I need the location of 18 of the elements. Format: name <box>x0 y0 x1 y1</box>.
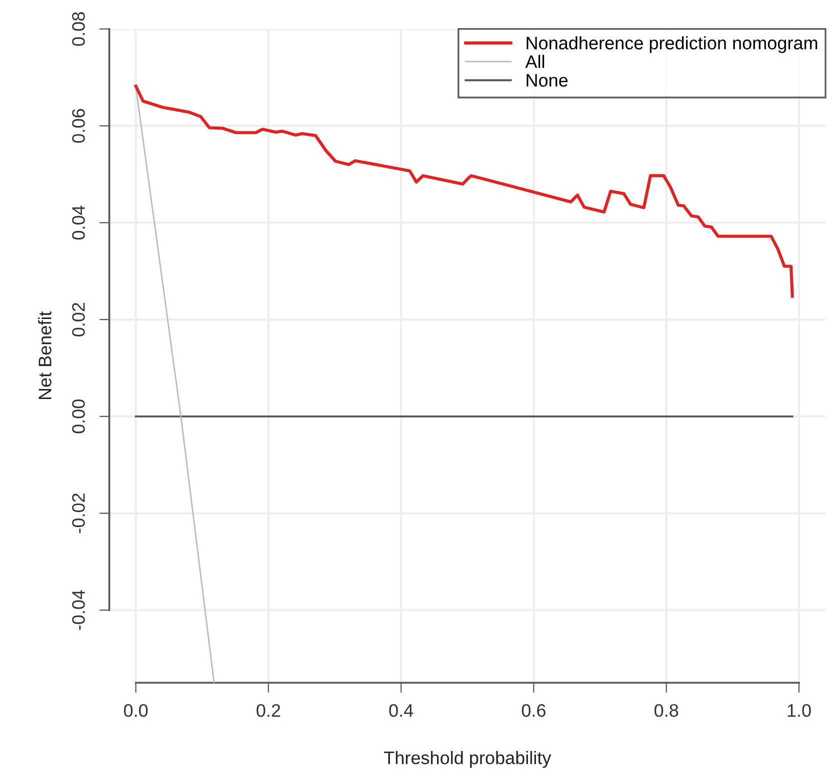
y-tick-label: 0.06 <box>72 109 85 143</box>
x-axis-title: Threshold probability <box>384 750 552 768</box>
x-tick-label: 0.2 <box>256 704 280 717</box>
y-tick-label: 0.00 <box>72 400 85 434</box>
x-tick-label: 0.6 <box>522 704 546 717</box>
y-tick-label: 0.04 <box>72 206 85 240</box>
x-tick-label: 0.4 <box>389 704 414 717</box>
x-tick-label: 0.8 <box>654 704 678 717</box>
legend-label: Nonadherence prediction nomogram <box>526 36 818 54</box>
y-axis-title: Net Benefit <box>38 311 52 400</box>
legend-label: All <box>525 54 544 68</box>
y-tick-label: 0.02 <box>72 302 85 336</box>
x-tick-label: 1.0 <box>788 704 811 717</box>
y-tick-label: -0.04 <box>72 590 85 630</box>
x-tick-label: 0.0 <box>124 704 148 717</box>
y-tick-label: -0.02 <box>72 494 85 534</box>
y-tick-label: 0.08 <box>72 12 85 46</box>
legend-label: None <box>526 74 568 87</box>
